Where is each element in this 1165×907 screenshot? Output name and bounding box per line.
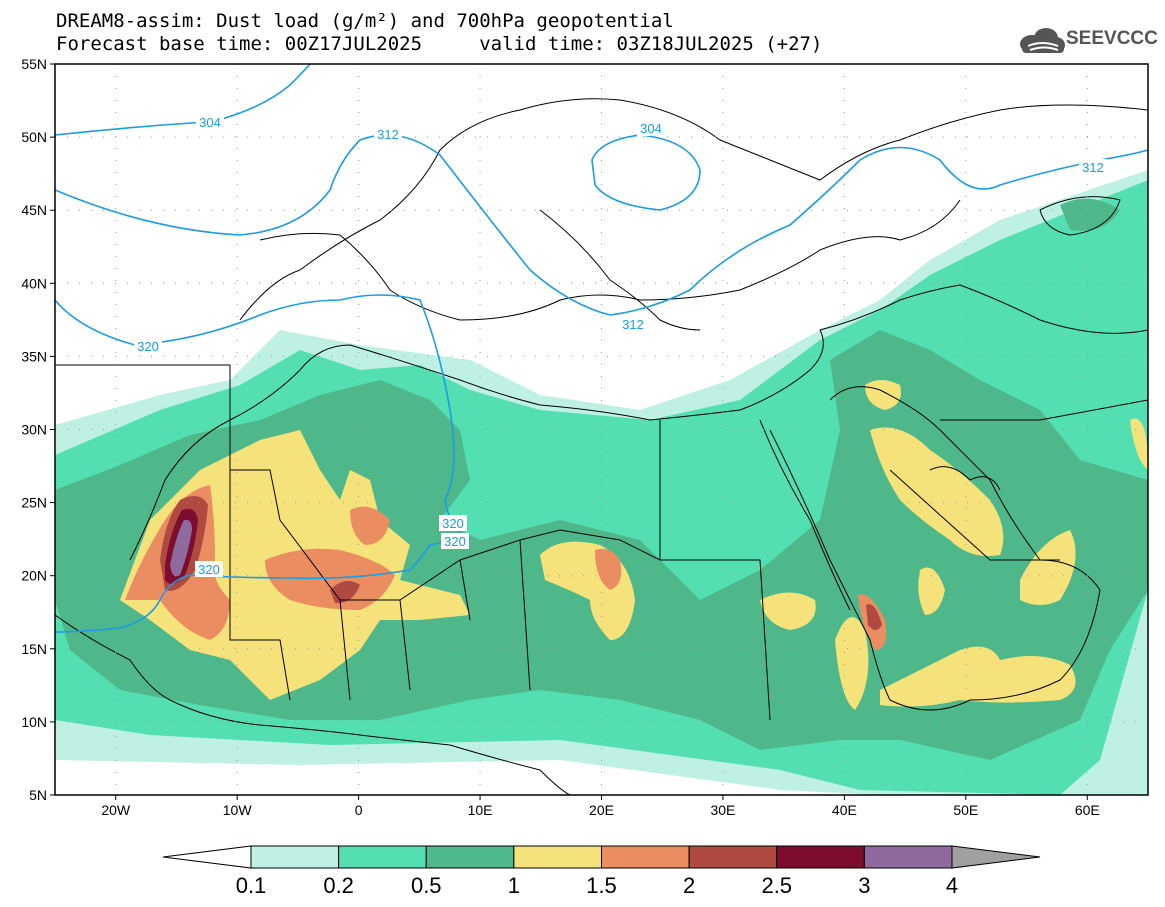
dust-level-1-iraq	[865, 380, 901, 410]
lon-label: 10E	[468, 802, 493, 818]
dust-level-1-yemen	[880, 646, 1076, 707]
dust-level-1-sudan	[760, 592, 816, 630]
contour-312-north	[55, 134, 1148, 316]
dust-level-1-iran	[1130, 418, 1148, 470]
dust-level-1-oman	[1020, 530, 1076, 605]
lat-label: 20N	[21, 568, 47, 584]
colorbar-label: 1.5	[586, 873, 617, 898]
contour-label: 320	[441, 533, 469, 549]
colorbar-swatch	[338, 845, 427, 869]
colorbar-low-arrow	[162, 845, 252, 869]
lon-label: 10W	[223, 802, 253, 818]
axis-ticks	[50, 63, 1088, 800]
forecast-time-line: Forecast base time: 00Z17JUL2025 valid t…	[56, 33, 823, 55]
map-title: DREAM8-assim: Dust load (g/m²) and 700hP…	[56, 10, 674, 32]
dust-level-1-arabia	[870, 427, 1004, 556]
colorbar-swatch	[863, 845, 953, 869]
colorbar-label: 2.5	[761, 873, 792, 898]
logo-text: SEEVCCC	[1066, 28, 1158, 49]
lat-label: 30N	[21, 422, 47, 438]
svg-text:320: 320	[444, 534, 466, 549]
contour-label: 320	[439, 515, 467, 531]
lat-label: 45N	[21, 202, 47, 218]
contour-labels: 304 312 304 312 320 320 320 320 312	[134, 114, 1107, 577]
contour-304-north	[55, 64, 311, 136]
contour-label: 304	[637, 120, 665, 136]
colorbar: 0.1 0.2 0.5 1 1.5 2 2.5 3 4	[162, 845, 1041, 898]
lon-label: 20W	[101, 802, 131, 818]
svg-text:320: 320	[442, 516, 464, 531]
dust-level-1.5-mali	[265, 548, 395, 610]
lon-label: 50E	[953, 802, 978, 818]
lat-label: 55N	[21, 56, 47, 72]
colorbar-label: 2	[683, 873, 695, 898]
longitude-labels: 20W 10W 0 10E 20E 30E 40E 50E 60E	[101, 802, 1099, 818]
colorbar-label: 1	[508, 873, 520, 898]
svg-text:312: 312	[377, 127, 399, 142]
colorbar-swatch	[688, 845, 778, 869]
dust-level-0.5-caspian	[1060, 198, 1120, 231]
dust-field	[55, 64, 1148, 795]
svg-text:312: 312	[622, 317, 644, 332]
contour-label: 320	[195, 561, 223, 577]
colorbar-swatch	[250, 845, 340, 869]
colorbar-label: 0.1	[236, 873, 267, 898]
lon-label: 30E	[710, 802, 735, 818]
svg-text:320: 320	[198, 562, 220, 577]
svg-text:304: 304	[640, 121, 662, 136]
lat-label: 10N	[21, 714, 47, 730]
colorbar-swatch	[513, 845, 602, 869]
lat-label: 35N	[21, 348, 47, 364]
contour-label: 320	[134, 338, 162, 354]
colorbar-label: 4	[946, 873, 958, 898]
dust-level-2-redsea	[866, 604, 882, 630]
dust-level-1.5-hoggar	[350, 506, 390, 545]
lon-label: 0	[355, 802, 363, 818]
svg-text:304: 304	[199, 115, 221, 130]
latitude-labels: 55N 50N 45N 40N 35N 30N 25N 20N 15N 10N 5N	[21, 56, 47, 803]
lon-label: 40E	[832, 802, 857, 818]
lon-label: 20E	[589, 802, 614, 818]
cloud-icon	[1020, 28, 1065, 53]
colorbar-high-arrow	[951, 845, 1041, 869]
svg-text:320: 320	[137, 339, 159, 354]
lat-label: 50N	[21, 129, 47, 145]
lat-label: 15N	[21, 641, 47, 657]
svg-text:312: 312	[1082, 160, 1104, 175]
lat-label: 5N	[29, 787, 47, 803]
colorbar-label: 3	[858, 873, 870, 898]
lat-label: 25N	[21, 495, 47, 511]
lat-label: 40N	[21, 275, 47, 291]
contour-label: 312	[1079, 159, 1107, 175]
colorbar-swatch	[601, 845, 690, 869]
dust-level-2-mali	[330, 581, 360, 604]
dust-level-1.5-chad	[595, 548, 622, 590]
contour-304-balkans	[591, 134, 701, 211]
contour-label: 304	[196, 114, 224, 130]
colorbar-swatch	[425, 845, 515, 869]
contour-label: 312	[374, 126, 402, 142]
colorbar-label: 0.5	[411, 873, 442, 898]
coastlines	[55, 98, 1148, 795]
colorbar-label: 0.2	[323, 873, 354, 898]
lon-label: 60E	[1075, 802, 1100, 818]
dust-level-1-ethiopia	[835, 617, 869, 710]
colorbar-swatch	[776, 845, 865, 869]
dust-level-1-gulf	[918, 567, 945, 615]
dust-level-3	[170, 519, 192, 577]
contour-label: 312	[621, 316, 645, 332]
